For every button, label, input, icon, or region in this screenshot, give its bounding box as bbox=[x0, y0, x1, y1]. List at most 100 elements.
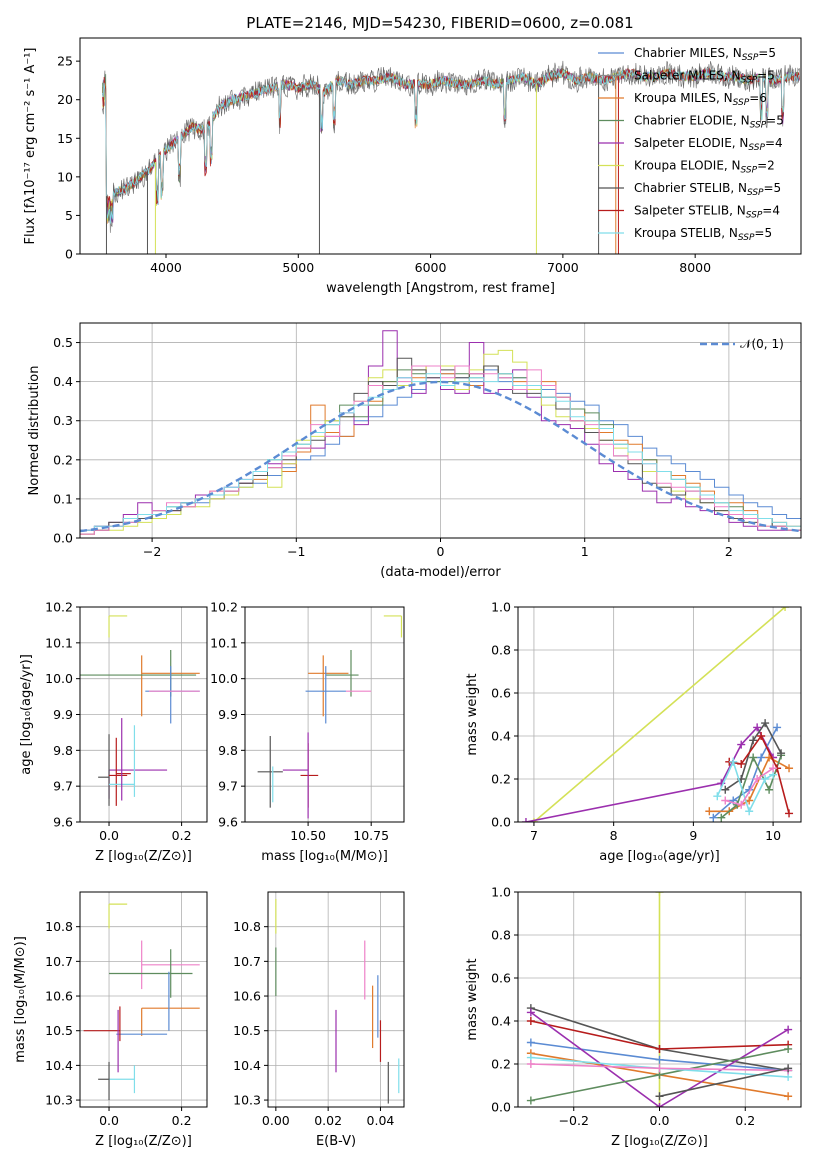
massweight-vs-Z-xtick-label: 0.0 bbox=[650, 1113, 670, 1128]
massweight-vs-Z-ytick-label: 0.4 bbox=[491, 1014, 511, 1029]
age-vs-mass-xtick-label: 10.75 bbox=[353, 828, 389, 843]
mass-vs-Z-ytick-label: 10.8 bbox=[45, 919, 73, 934]
age-vs-Z-ytick-label: 9.7 bbox=[53, 779, 73, 794]
mass-vs-EBV-ytick-label: 10.5 bbox=[233, 1023, 261, 1038]
spectrum-panel: 4000 5000 6000 7000 8000 0 5 10 15 20 25 wavelength… bbox=[23, 37, 802, 296]
mass-vs-EBV-ytick-label: 10.7 bbox=[233, 954, 261, 969]
massweight-vs-Z-ylabel: mass weight bbox=[465, 958, 480, 1040]
mass-weight-marker bbox=[526, 1008, 535, 1017]
mass-vs-EBV-xtick-label: 0.02 bbox=[314, 1113, 342, 1128]
mass-weight-marker bbox=[709, 813, 718, 822]
mass-weight-marker bbox=[784, 1092, 793, 1101]
legend-entry: Salpeter MILES, NSSP=5 bbox=[634, 69, 775, 86]
massweight-vs-Z-xlabel: Z [log₁₀(Z/Z⊙)] bbox=[611, 1134, 708, 1149]
mass-vs-EBV-xtick-label: 0.04 bbox=[367, 1113, 395, 1128]
age-vs-Z-ytick-label: 9.6 bbox=[53, 815, 73, 830]
residuals-xtick-label: −1 bbox=[287, 544, 305, 559]
age-vs-mass-xtick-label: 10.50 bbox=[290, 828, 326, 843]
mass-vs-Z-ytick-label: 10.6 bbox=[45, 989, 73, 1004]
mass-weight-marker bbox=[749, 753, 758, 762]
mass-weight-marker bbox=[781, 607, 790, 611]
massweight-vs-Z-panel: −0.2 0.0 0.2 0.0 0.2 0.4 0.6 0.8 1.0 Z [log₁₀(Z/Z… bbox=[465, 885, 802, 1149]
mass-vs-Z-ytick-label: 10.3 bbox=[45, 1093, 73, 1108]
mass-vs-EBV-frame bbox=[267, 891, 405, 1108]
spectrum-ylabel: Flux [fλ10⁻¹⁷ erg cm⁻² s⁻¹ A⁻¹] bbox=[23, 48, 38, 245]
age-vs-Z-xtick-label: 0.0 bbox=[99, 828, 119, 843]
mass-vs-EBV-xtick-label: 0.00 bbox=[262, 1113, 290, 1128]
mass-weight-marker bbox=[526, 1038, 535, 1047]
residuals-xtick-label: 0 bbox=[437, 544, 445, 559]
massweight-vs-age-xtick-label: 8 bbox=[610, 828, 618, 843]
legend-entry: Chabrier ELODIE, NSSP=5 bbox=[634, 114, 784, 131]
massweight-vs-age-xtick-label: 7 bbox=[530, 828, 538, 843]
residuals-plot-area bbox=[80, 330, 801, 538]
legend-entry: Kroupa MILES, NSSP=6 bbox=[634, 91, 767, 108]
residuals-ytick-label: 0.3 bbox=[53, 413, 73, 428]
age-vs-Z-ytick-label: 10.2 bbox=[45, 600, 73, 615]
massweight-vs-age-ytick-label: 0.0 bbox=[491, 815, 511, 830]
legend-entry: Chabrier MILES, NSSP=5 bbox=[634, 46, 776, 63]
age-vs-Z-plot-area bbox=[80, 615, 200, 806]
residuals-xlabel: (data-model)/error bbox=[380, 565, 501, 580]
spectrum-ytick-label: 15 bbox=[57, 131, 73, 146]
mass-weight-marker bbox=[526, 1096, 535, 1105]
mass-weight-marker bbox=[757, 753, 766, 762]
residual-histogram bbox=[80, 365, 801, 538]
massweight-vs-age-ylabel: mass weight bbox=[465, 673, 480, 755]
legend-entry: Chabrier STELIB, NSSP=5 bbox=[634, 181, 781, 198]
gaussian-curve bbox=[80, 380, 801, 533]
mass-vs-EBV-plot-area bbox=[275, 898, 400, 1104]
mass-weight-marker bbox=[713, 792, 722, 801]
massweight-vs-age-xtick-label: 9 bbox=[689, 828, 697, 843]
mass-weight-marker bbox=[721, 796, 730, 805]
mass-weight-marker bbox=[737, 759, 746, 768]
age-vs-Z-xlabel: Z [log₁₀(Z/Z⊙)] bbox=[95, 849, 192, 864]
age-vs-mass-ytick-label: 10.2 bbox=[210, 600, 238, 615]
mass-vs-EBV-panel: 0.00 0.02 0.04 10.3 10.4 10.5 10.6 10.7 10.8 E(B-… bbox=[233, 891, 405, 1149]
mass-weight-marker bbox=[721, 785, 730, 794]
age-vs-mass-panel: 10.50 10.75 9.6 9.7 9.8 9.9 10.0 10.1 10.2 mass [… bbox=[210, 600, 405, 864]
age-vs-Z-ylabel: age [log₁₀(age/yr)] bbox=[19, 654, 34, 775]
age-vs-mass-ytick-label: 9.7 bbox=[218, 779, 238, 794]
mass-vs-EBV-ytick-label: 10.4 bbox=[233, 1058, 261, 1073]
mass-weight-marker bbox=[729, 757, 738, 766]
mass-weight-marker bbox=[765, 785, 774, 794]
mass-weight-marker bbox=[769, 764, 778, 773]
mass-vs-EBV-ytick-label: 10.8 bbox=[233, 919, 261, 934]
legend-entry: Salpeter ELODIE, NSSP=4 bbox=[634, 136, 783, 153]
mass-weight-marker bbox=[737, 800, 746, 809]
mass-weight-marker bbox=[655, 1044, 664, 1053]
massweight-vs-Z-plot-area bbox=[526, 892, 793, 1107]
age-vs-Z-ytick-label: 9.8 bbox=[53, 743, 73, 758]
mass-weight-marker bbox=[526, 1060, 535, 1068]
massweight-vs-age-xtick-label: 10 bbox=[765, 828, 781, 843]
mass-weight-marker bbox=[761, 775, 770, 783]
spectrum-ytick-label: 10 bbox=[57, 169, 73, 184]
mass-vs-Z-panel: 0.0 0.2 10.3 10.4 10.5 10.6 10.7 10.8 Z [log₁₀(Z… bbox=[13, 891, 208, 1149]
mass-weight-marker bbox=[753, 723, 762, 732]
massweight-vs-Z-ytick-label: 1.0 bbox=[491, 885, 511, 900]
massweight-vs-Z-xtick-label: −0.2 bbox=[559, 1113, 589, 1128]
spectrum-xtick-label: 5000 bbox=[282, 260, 314, 275]
residuals-xtick-label: 1 bbox=[581, 544, 589, 559]
massweight-vs-age-ytick-label: 0.8 bbox=[491, 643, 511, 658]
legend-entry: Salpeter STELIB, NSSP=4 bbox=[634, 204, 780, 221]
mass-weight-marker bbox=[521, 818, 530, 822]
massweight-vs-age-ytick-label: 0.2 bbox=[491, 772, 511, 787]
massweight-vs-age-panel: 7 8 9 10 0.0 0.2 0.4 0.6 0.8 1.0 age [log₁₀(age/yr… bbox=[465, 600, 802, 864]
age-vs-mass-ytick-label: 10.0 bbox=[210, 671, 238, 686]
massweight-vs-Z-xtick-label: 0.2 bbox=[735, 1113, 755, 1128]
mass-vs-Z-ytick-label: 10.4 bbox=[45, 1058, 73, 1073]
massweight-vs-age-frame bbox=[517, 606, 802, 823]
residuals-ytick-label: 0.5 bbox=[53, 335, 73, 350]
residuals-ylabel: Normed distribution bbox=[27, 366, 42, 496]
mass-weight-marker bbox=[717, 813, 726, 822]
mass-weight-marker bbox=[526, 1017, 535, 1025]
age-vs-Z-ytick-label: 10.1 bbox=[45, 635, 73, 650]
spectrum-ytick-label: 25 bbox=[57, 54, 73, 69]
age-vs-Z-xtick-label: 0.2 bbox=[172, 828, 192, 843]
mass-weight-marker bbox=[737, 740, 746, 749]
spectrum-xtick-label: 4000 bbox=[150, 260, 182, 275]
mass-vs-EBV-ytick-label: 10.6 bbox=[233, 989, 261, 1004]
residuals-ytick-label: 0.2 bbox=[53, 452, 73, 467]
